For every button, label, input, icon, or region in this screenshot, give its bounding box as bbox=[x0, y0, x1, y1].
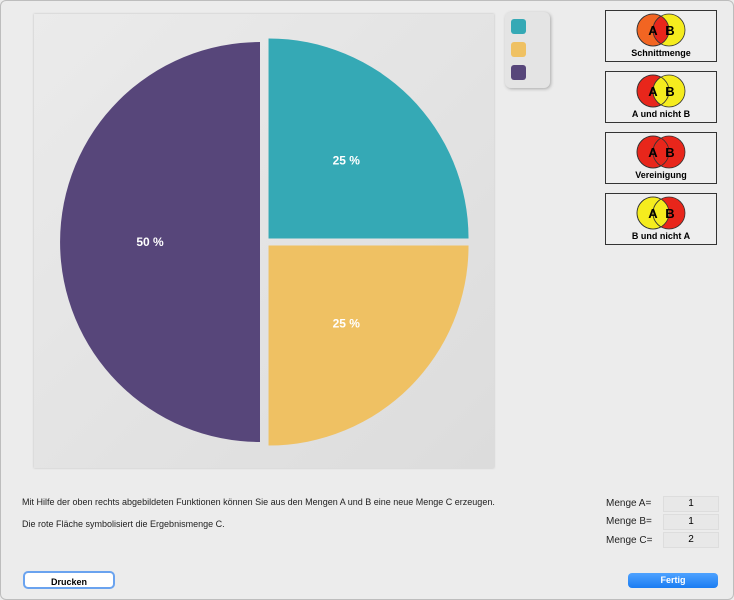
set-a-value: 1 bbox=[663, 496, 719, 512]
venn-diagram-icon: A B bbox=[636, 135, 686, 169]
legend-swatch-purple bbox=[511, 65, 526, 80]
pie-chart-area: 25 % 25 % 50 % bbox=[34, 14, 494, 468]
function-label: B und nicht A bbox=[631, 231, 691, 241]
function-button-1[interactable]: A B A und nicht B bbox=[605, 71, 717, 123]
pie-slice-label: 25 % bbox=[333, 316, 361, 330]
venn-label-a: A bbox=[648, 206, 658, 221]
venn-label-b: B bbox=[665, 23, 674, 38]
legend-swatch-yellow bbox=[511, 42, 526, 57]
venn-diagram-icon: A B bbox=[636, 13, 686, 47]
info-text-2: Die rote Fläche symbolisiert die Ergebni… bbox=[22, 519, 225, 529]
set-a-label: Menge A= bbox=[606, 498, 652, 509]
venn-label-b: B bbox=[665, 84, 674, 99]
pie-slice bbox=[268, 38, 469, 239]
chart-legend bbox=[505, 12, 550, 88]
venn-label-b: B bbox=[665, 145, 674, 160]
function-button-3[interactable]: A B B und nicht A bbox=[605, 193, 717, 245]
pie-slice-label: 50 % bbox=[136, 235, 164, 249]
set-c-value: 2 bbox=[663, 532, 719, 548]
pie-chart: 25 % 25 % 50 % bbox=[60, 38, 469, 446]
print-button[interactable]: Drucken bbox=[23, 571, 115, 589]
legend-swatch-teal bbox=[511, 19, 526, 34]
set-b-label: Menge B= bbox=[606, 516, 652, 527]
info-text-1: Mit Hilfe der oben rechts abgebildeten F… bbox=[22, 497, 495, 507]
function-button-0[interactable]: A B Schnittmenge bbox=[605, 10, 717, 62]
venn-label-a: A bbox=[648, 23, 658, 38]
venn-diagram-icon: A B bbox=[636, 74, 686, 108]
function-button-2[interactable]: A B Vereinigung bbox=[605, 132, 717, 184]
set-c-label: Menge C= bbox=[606, 535, 653, 546]
venn-label-b: B bbox=[665, 206, 674, 221]
venn-label-a: A bbox=[648, 84, 658, 99]
function-label: Vereinigung bbox=[635, 170, 687, 180]
venn-diagram-icon: A B bbox=[636, 196, 686, 230]
pie-slice-label: 25 % bbox=[333, 154, 361, 168]
pie-slice bbox=[60, 42, 260, 442]
done-button[interactable]: Fertig bbox=[628, 573, 718, 588]
set-b-value: 1 bbox=[663, 514, 719, 530]
function-label: A und nicht B bbox=[631, 109, 691, 119]
pie-slice bbox=[268, 245, 469, 446]
venn-label-a: A bbox=[648, 145, 658, 160]
function-label: Schnittmenge bbox=[631, 48, 691, 58]
